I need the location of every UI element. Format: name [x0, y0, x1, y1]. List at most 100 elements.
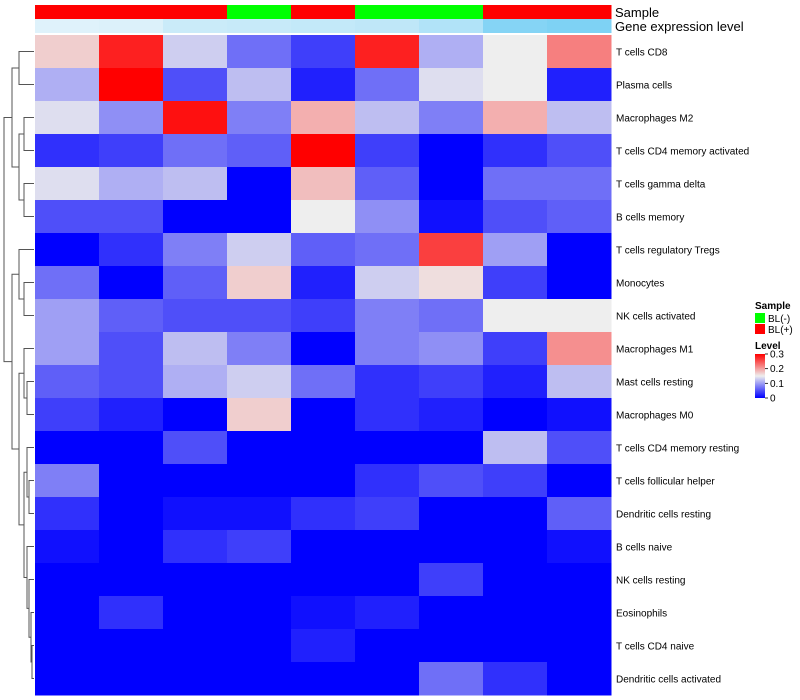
row-label: Macrophages M2 — [616, 114, 694, 125]
heatmap-cell — [227, 167, 292, 201]
row-labels: T cells CD8 Plasma cells Macrophages M2 T c… — [616, 48, 749, 686]
heatmap-cell — [547, 431, 612, 465]
dendrogram-branch — [23, 117, 34, 151]
annotation-label-sample: Sample — [615, 5, 659, 20]
heatmap-cell — [355, 365, 420, 399]
heatmap-cell — [35, 200, 100, 234]
heatmap-cell — [291, 398, 356, 432]
heatmap-cell — [355, 563, 420, 597]
heatmap-cell — [483, 200, 548, 234]
heatmap-cell — [35, 530, 100, 564]
legend-label: BL(+) — [768, 325, 793, 336]
heatmap-cells — [35, 35, 612, 696]
row-label: NK cells activated — [616, 312, 695, 323]
legend-label: BL(-) — [768, 314, 790, 325]
sample-cell — [163, 5, 228, 19]
heatmap-cell — [419, 299, 484, 333]
heatmap-cell — [99, 134, 164, 168]
heatmap-cell — [547, 662, 612, 696]
dendrogram-branch — [23, 348, 34, 399]
row-label: T cells gamma delta — [616, 180, 706, 191]
heatmap-cell — [227, 134, 292, 168]
row-label: Macrophages M1 — [616, 345, 694, 356]
heatmap-cell — [227, 398, 292, 432]
heatmap-cell — [99, 200, 164, 234]
heatmap-cell — [227, 563, 292, 597]
row-label: T cells follicular helper — [616, 477, 715, 488]
heatmap-cell — [483, 629, 548, 663]
row-label: Macrophages M0 — [616, 411, 694, 422]
dendrogram-branch — [18, 249, 34, 300]
heatmap-cell — [547, 629, 612, 663]
heatmap-cell — [547, 563, 612, 597]
legend-tick-label: 0.1 — [770, 379, 784, 390]
heatmap-cell — [355, 398, 420, 432]
dendrogram-branch — [11, 273, 19, 450]
heatmap-cell — [163, 200, 228, 234]
dendrogram-branch — [28, 480, 34, 514]
heatmap-cell — [483, 233, 548, 267]
row-label: T cells CD8 — [616, 48, 668, 59]
heatmap-cell — [163, 134, 228, 168]
heatmap-cell — [483, 266, 548, 300]
heatmap-cell — [291, 629, 356, 663]
heatmap-cell — [419, 530, 484, 564]
heatmap-cell — [163, 629, 228, 663]
heatmap-cell — [35, 629, 100, 663]
heatmap-cell — [35, 101, 100, 135]
heatmap-cell — [355, 497, 420, 531]
heatmap-cell — [227, 497, 292, 531]
heatmap-cell — [547, 365, 612, 399]
heatmap-cell — [99, 464, 164, 498]
heatmap-cell — [355, 530, 420, 564]
expression-cell — [419, 19, 484, 33]
heatmap-cell — [35, 596, 100, 630]
dendrogram-branch — [23, 282, 34, 316]
legend-sample-title: Sample — [755, 301, 791, 312]
heatmap-cell — [483, 464, 548, 498]
heatmap-cell — [291, 431, 356, 465]
heatmap-cell — [227, 35, 292, 69]
heatmap-cell — [419, 68, 484, 102]
heatmap-cell — [35, 167, 100, 201]
expression-annotation-bar — [35, 19, 612, 33]
heatmap-cell — [227, 332, 292, 366]
heatmap-cell — [355, 464, 420, 498]
heatmap-cell — [483, 596, 548, 630]
heatmap-cell — [419, 365, 484, 399]
expression-cell — [35, 19, 100, 33]
heatmap-cell — [419, 101, 484, 135]
sample-annotation-bar — [35, 5, 612, 19]
sample-cell — [291, 5, 356, 19]
row-label: T cells regulatory Tregs — [616, 246, 720, 257]
heatmap-cell — [163, 662, 228, 696]
expression-cell — [547, 19, 612, 33]
heatmap-cell — [35, 266, 100, 300]
expression-cell — [291, 19, 356, 33]
dendrogram-branch — [31, 645, 34, 679]
heatmap-cell — [227, 68, 292, 102]
row-label: Monocytes — [616, 279, 664, 290]
heatmap-cell — [547, 530, 612, 564]
row-label: B cells naive — [616, 543, 673, 554]
heatmap-cell — [35, 464, 100, 498]
heatmap-cell — [99, 596, 164, 630]
dendrogram-branch — [26, 447, 34, 498]
legend: Sample BL(-)BL(+) Level 0.3 0.2 0.1 0 — [755, 301, 793, 405]
heatmap-cell — [419, 662, 484, 696]
heatmap-cell — [163, 35, 228, 69]
heatmap-cell — [547, 35, 612, 69]
sample-cell — [99, 5, 164, 19]
heatmap-cell — [291, 563, 356, 597]
heatmap-cell — [483, 134, 548, 168]
sample-cell — [483, 5, 548, 19]
legend-level-title: Level — [755, 341, 781, 352]
dendrogram-branch — [11, 67, 19, 168]
heatmap-cell — [419, 35, 484, 69]
row-dendrogram — [3, 51, 34, 679]
heatmap-cell — [547, 266, 612, 300]
expression-cell — [355, 19, 420, 33]
heatmap-cell — [419, 167, 484, 201]
heatmap-cell — [483, 563, 548, 597]
